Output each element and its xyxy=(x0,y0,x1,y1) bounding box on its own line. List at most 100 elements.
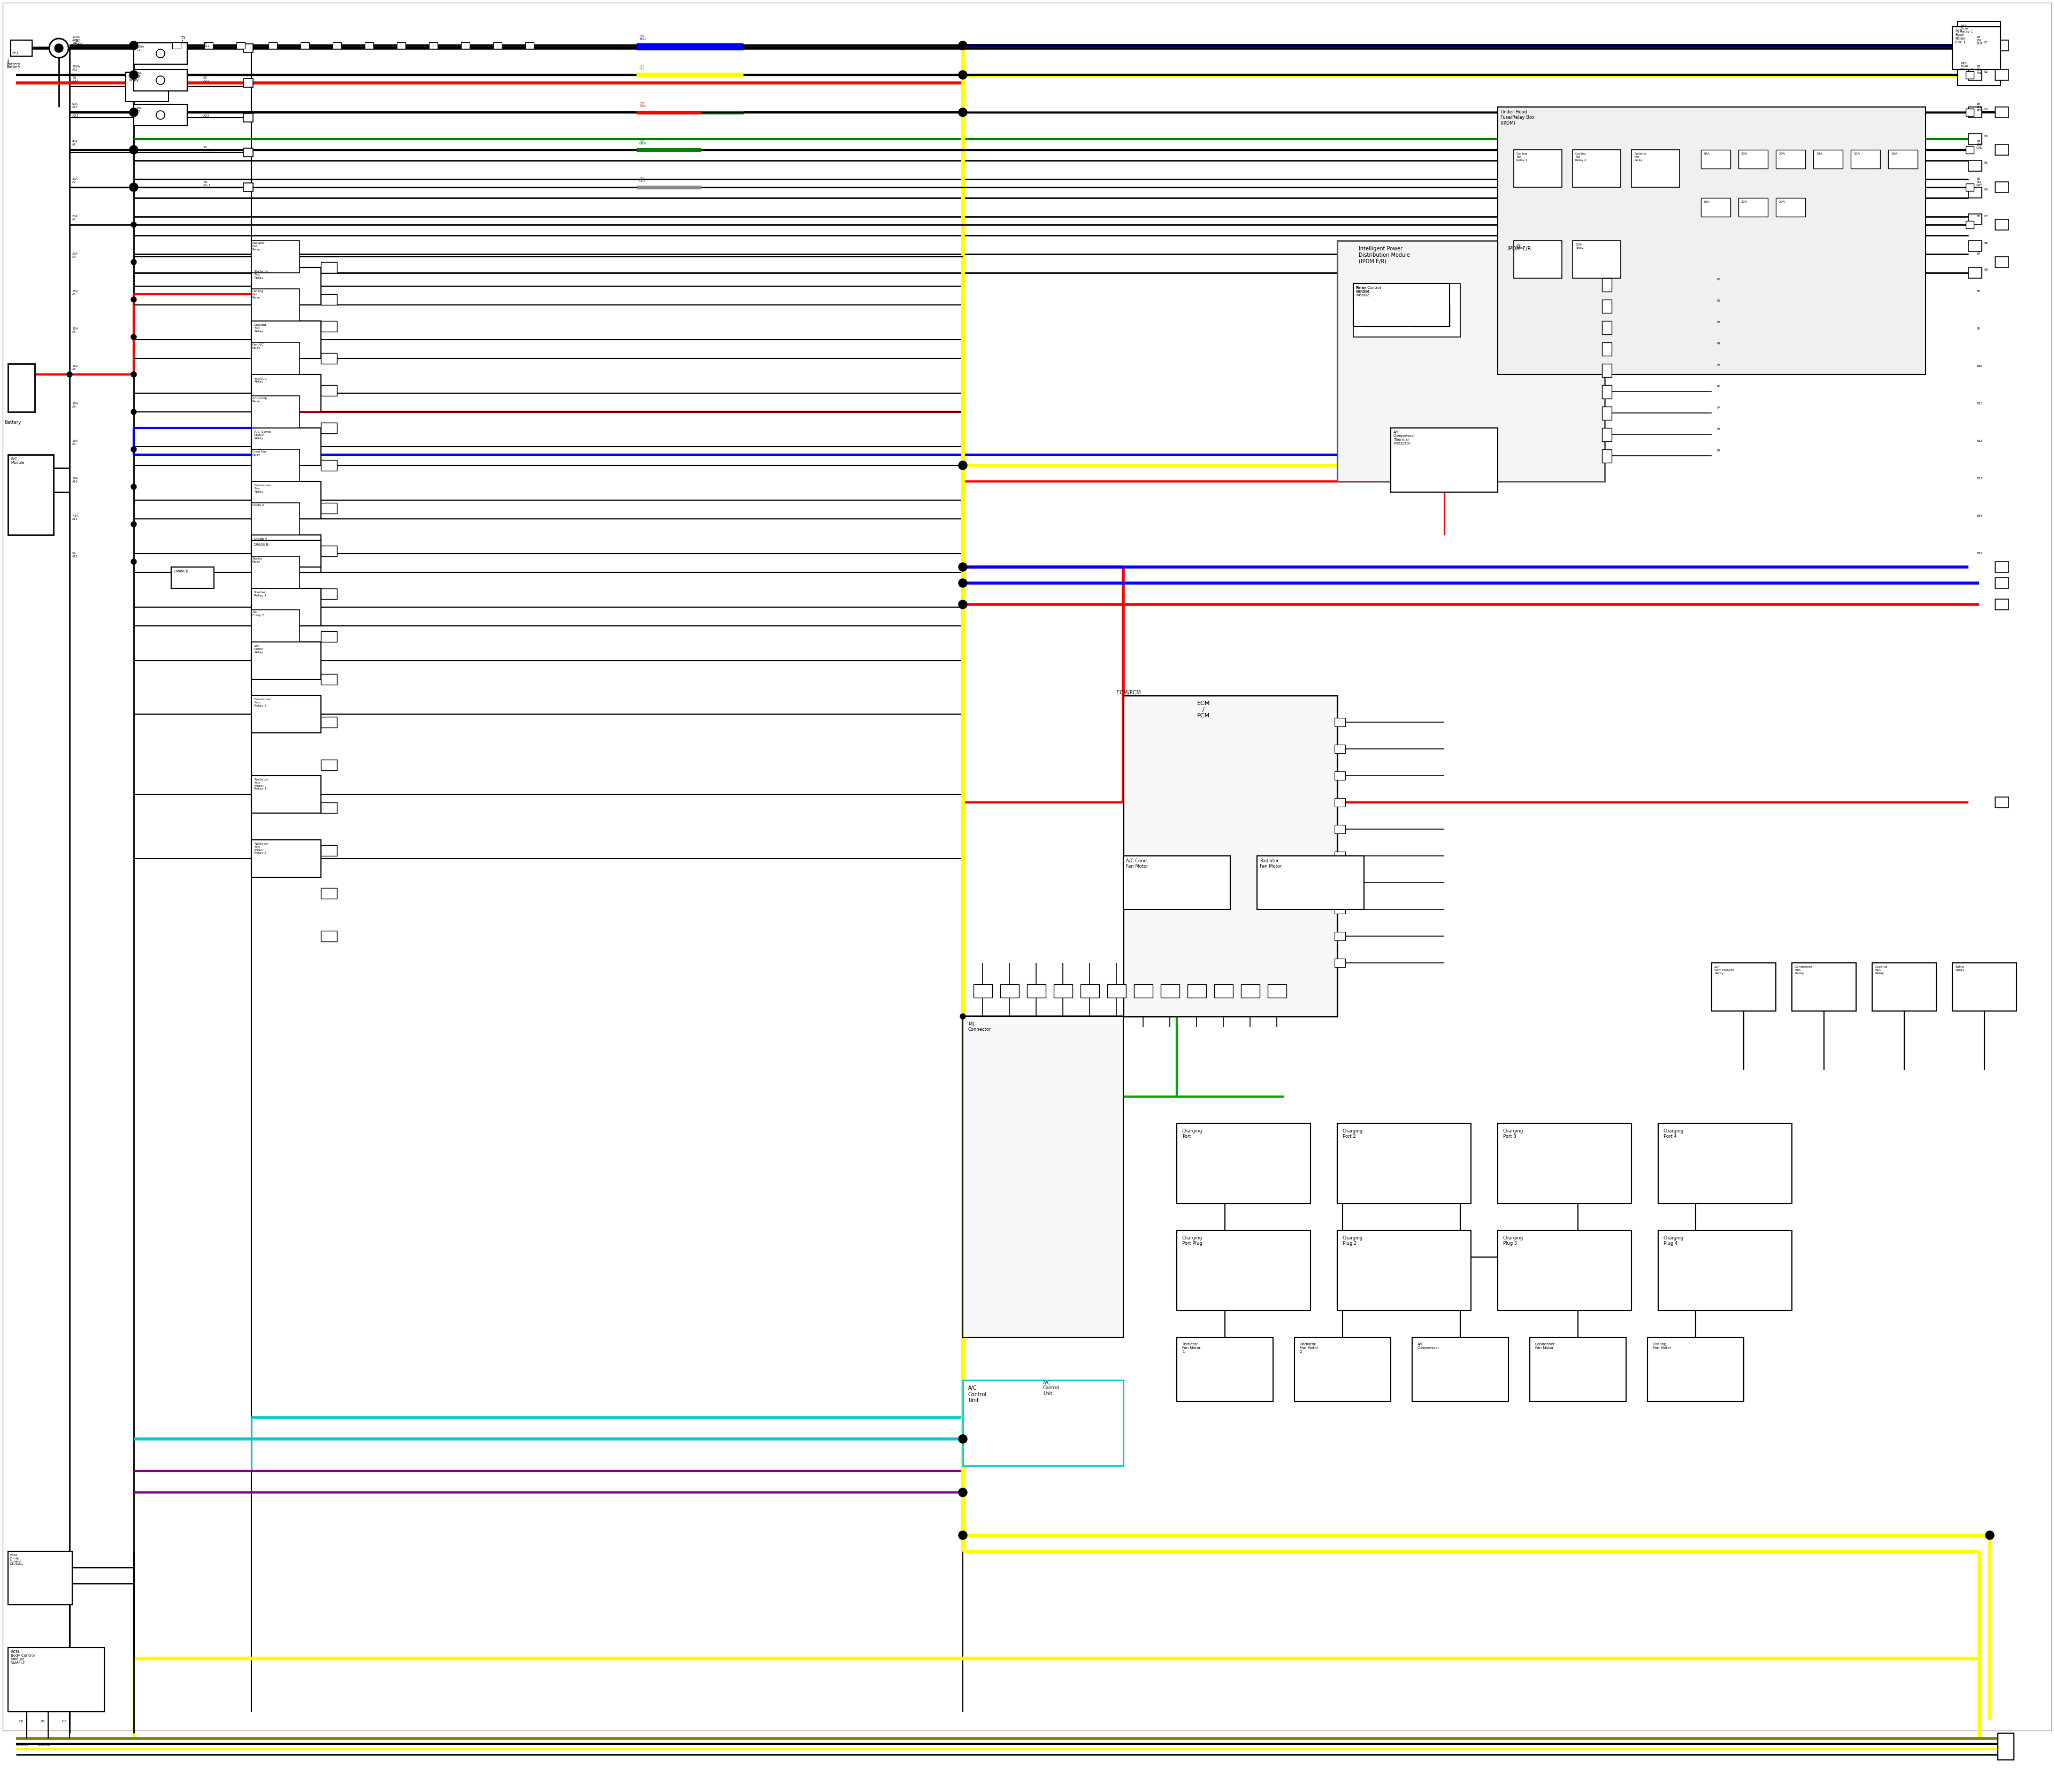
Text: 10A
A7: 10A A7 xyxy=(72,366,78,371)
Text: A/C Comp
Relay: A/C Comp Relay xyxy=(253,396,267,403)
Text: B7: B7 xyxy=(1984,215,1988,217)
Text: B5
[B]
GRY: B5 [B] GRY xyxy=(1976,177,1982,186)
Text: B5: B5 xyxy=(1984,161,1988,165)
Text: ECM/PCM: ECM/PCM xyxy=(1117,690,1140,695)
Text: P9: P9 xyxy=(1717,450,1721,452)
Bar xyxy=(1658,1124,1791,1204)
Bar xyxy=(173,43,181,48)
Circle shape xyxy=(131,222,136,228)
Text: Condenser
Fan
Relay: Condenser Fan Relay xyxy=(255,484,273,493)
Text: A/C Cond
Fan Motor: A/C Cond Fan Motor xyxy=(1126,858,1148,869)
Bar xyxy=(134,70,187,91)
Text: B15: B15 xyxy=(1976,552,1982,556)
Bar xyxy=(1994,39,2009,50)
Text: Diode B: Diode B xyxy=(175,570,189,573)
Text: 40
A23: 40 A23 xyxy=(203,111,210,116)
Text: Charging
Port 3: Charging Port 3 xyxy=(1504,1129,1524,1140)
Text: B9: B9 xyxy=(1976,328,1980,330)
Circle shape xyxy=(959,461,967,470)
Text: 10A
A6: 10A A6 xyxy=(72,328,78,333)
Text: Under-Hood
Fuse/Relay Box
(IPDM): Under-Hood Fuse/Relay Box (IPDM) xyxy=(1499,109,1534,125)
Text: B10: B10 xyxy=(1976,366,1982,367)
Text: Cooling
Fan
Relay: Cooling Fan Relay xyxy=(255,324,267,333)
Bar xyxy=(320,321,337,332)
Bar xyxy=(1602,342,1612,357)
Text: B3: B3 xyxy=(1984,108,1988,111)
Text: Radiator
Fan
Relay: Radiator Fan Relay xyxy=(1635,152,1647,161)
Bar xyxy=(1391,428,1497,493)
Text: ECM
Relay: ECM Relay xyxy=(1575,244,1584,249)
Text: A/C
Comp 2: A/C Comp 2 xyxy=(253,611,263,616)
Bar xyxy=(1994,561,2009,572)
Bar xyxy=(1968,108,1982,118)
Text: 15A
A5: 15A A5 xyxy=(72,290,78,296)
Bar xyxy=(134,104,187,125)
Text: 50A: 50A xyxy=(1703,201,1711,202)
Text: 10A
A9: 10A A9 xyxy=(72,439,78,446)
Text: B8: B8 xyxy=(1976,290,1980,292)
Bar xyxy=(1953,962,2017,1011)
Text: Relay
Control
Module: Relay Control Module xyxy=(1356,287,1370,297)
Bar xyxy=(1602,299,1612,314)
Bar xyxy=(1134,984,1152,998)
Bar xyxy=(8,1552,72,1606)
Text: Radiator
Fan
Motor
Relay 2: Radiator Fan Motor Relay 2 xyxy=(255,842,269,855)
Circle shape xyxy=(959,579,967,588)
Bar xyxy=(1080,984,1099,998)
Bar xyxy=(1257,857,1364,909)
Bar xyxy=(1354,283,1460,337)
Text: IPDM E/R: IPDM E/R xyxy=(1508,246,1530,251)
Text: Cooling
Fan
Relay: Cooling Fan Relay xyxy=(253,290,263,299)
Bar xyxy=(1994,181,2009,192)
Bar xyxy=(320,889,337,898)
Text: 20A: 20A xyxy=(1779,201,1785,202)
Text: [B]
YEL: [B] YEL xyxy=(639,65,645,70)
Bar xyxy=(251,588,320,625)
Bar xyxy=(1994,599,2009,609)
Bar xyxy=(1966,183,1974,192)
Bar xyxy=(320,846,337,857)
Bar xyxy=(125,72,168,102)
Bar xyxy=(203,43,214,48)
Bar xyxy=(320,385,337,396)
Text: P6: P6 xyxy=(41,1720,45,1722)
Circle shape xyxy=(959,600,967,609)
Text: 10
A21: 10 A21 xyxy=(72,41,78,48)
Bar xyxy=(251,396,300,428)
Bar xyxy=(251,342,300,375)
Bar xyxy=(1966,72,1974,79)
Bar xyxy=(1335,771,1345,780)
Text: B4: B4 xyxy=(1984,134,1988,138)
Bar xyxy=(1530,1337,1627,1401)
Bar xyxy=(1602,321,1612,335)
Text: 30A
A2: 30A A2 xyxy=(72,177,78,183)
Text: 30A: 30A xyxy=(1742,152,1748,156)
Circle shape xyxy=(129,41,138,50)
Circle shape xyxy=(131,559,136,564)
Bar xyxy=(1177,1231,1310,1310)
Circle shape xyxy=(959,1487,967,1496)
Bar xyxy=(1968,267,1982,278)
Text: Charging
Plug 4: Charging Plug 4 xyxy=(1664,1236,1684,1245)
Text: Condenser
Fan
Relay 2: Condenser Fan Relay 2 xyxy=(255,699,273,708)
Bar xyxy=(251,776,320,814)
Text: Diode 4: Diode 4 xyxy=(253,504,263,507)
Text: Cooling
Fan
Relay: Cooling Fan Relay xyxy=(1875,966,1888,975)
Bar xyxy=(1337,240,1604,482)
Bar xyxy=(1994,145,2009,156)
Bar xyxy=(1999,1733,2013,1760)
Bar xyxy=(320,294,337,305)
Bar xyxy=(1994,219,2009,229)
Bar xyxy=(1335,745,1345,753)
Text: [B]
GRY: [B] GRY xyxy=(639,177,645,183)
Circle shape xyxy=(959,1435,967,1443)
Bar xyxy=(1294,1337,1391,1401)
Text: A/C Comp
Clutch
Relay: A/C Comp Clutch Relay xyxy=(255,430,271,439)
Bar xyxy=(251,539,320,566)
Circle shape xyxy=(959,1530,967,1539)
Bar xyxy=(320,588,337,599)
Bar xyxy=(1968,213,1982,224)
Bar xyxy=(1335,878,1345,887)
Bar xyxy=(251,695,320,733)
Circle shape xyxy=(959,41,967,50)
